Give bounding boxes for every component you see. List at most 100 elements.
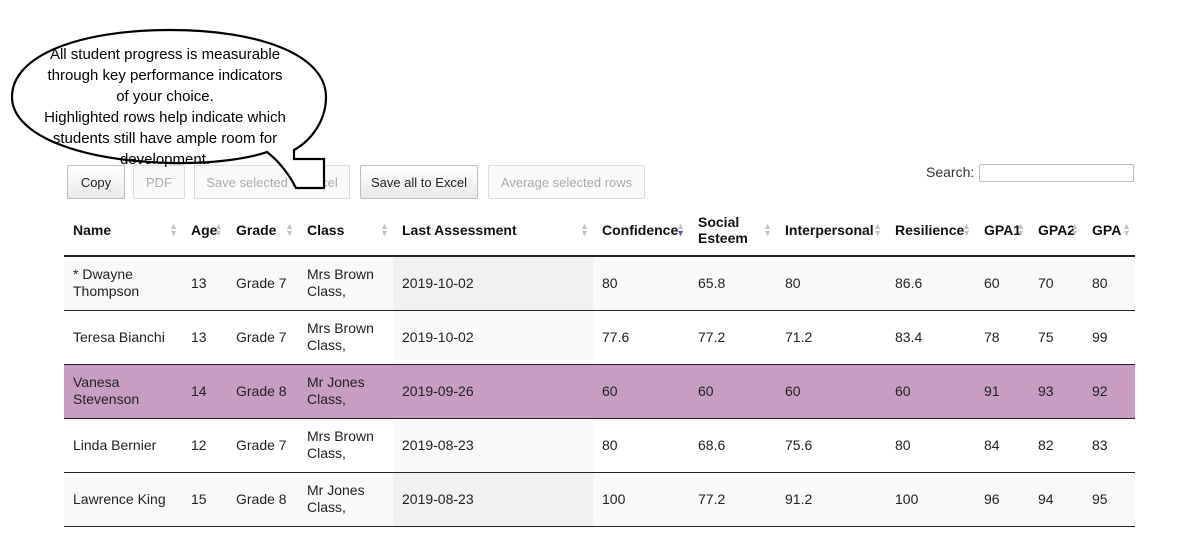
cell-grade: Grade 7 (227, 310, 298, 365)
cell-social-esteem: 77.2 (689, 310, 776, 365)
cell-resilience: 80 (886, 418, 975, 473)
cell-grade: Grade 7 (227, 256, 298, 311)
column-header-class[interactable]: Class ▲ ▼ (298, 205, 393, 257)
cell-class: Mrs Brown Class, (298, 418, 393, 473)
cell-grade: Grade 7 (227, 418, 298, 473)
cell-interpersonal: 80 (776, 256, 886, 311)
cell-interpersonal: 60 (776, 364, 886, 419)
cell-class: Mrs Brown Class, (298, 310, 393, 365)
callout-line: development. (119, 151, 211, 168)
cell-confidence: 100 (593, 472, 689, 527)
search-label: Search: (926, 164, 975, 180)
table-header-row: Name ▲ ▼ Age ▲ ▼ Grade ▲ ▼ Class ▲ ▼ Last Assessment… (64, 205, 1135, 257)
cell-social-esteem: 60 (689, 364, 776, 419)
copy-button[interactable]: Copy (67, 165, 125, 199)
save-selected-excel-button[interactable]: Save selected to Excel (194, 165, 350, 199)
cell-name: * Dwayne Thompson (64, 256, 182, 311)
sort-arrows-icon[interactable]: ▲ ▼ (1016, 221, 1025, 238)
cell-gpa2: 93 (1029, 364, 1083, 419)
column-header-label: GPA1 (984, 222, 1022, 238)
cell-gpa1: 78 (975, 310, 1029, 365)
pdf-button[interactable]: PDF (133, 165, 185, 199)
cell-social-esteem: 65.8 (689, 256, 776, 311)
column-header-label: Confidence (602, 222, 679, 238)
cell-grade: Grade 8 (227, 472, 298, 527)
sort-arrows-icon[interactable]: ▲ ▼ (962, 221, 971, 238)
cell-last-assessment: 2019-08-23 (393, 418, 593, 473)
column-header-label: Class (307, 222, 345, 238)
table-row[interactable]: Linda Bernier 12 Grade 7 Mrs Brown Class, 20… (64, 418, 1135, 473)
cell-last-assessment: 2019-08-23 (393, 472, 593, 527)
cell-resilience: 83.4 (886, 310, 975, 365)
sort-arrows-icon[interactable]: ▲ ▼ (380, 221, 389, 238)
table-row[interactable]: Vanesa Stevenson 14 Grade 8 Mr Jones Class,… (64, 364, 1135, 419)
sort-arrows-icon[interactable]: ▲ ▼ (1070, 221, 1079, 238)
column-header-confidence[interactable]: Confidence ▲ ▼ (593, 205, 689, 257)
table-row[interactable]: * Dwayne Thompson 13 Grade 7 Mrs Brown Clas… (64, 256, 1135, 311)
cell-interpersonal: 75.6 (776, 418, 886, 473)
cell-gpa: 92 (1083, 364, 1135, 419)
cell-class: Mr Jones Class, (298, 364, 393, 419)
callout-line: All student progress is measurable (49, 46, 281, 63)
cell-name: Lawrence King (64, 472, 182, 527)
column-header-gpa2[interactable]: GPA2 ▲ ▼ (1029, 205, 1083, 257)
search-input[interactable] (979, 164, 1134, 182)
sort-arrows-icon[interactable]: ▲ ▼ (676, 221, 685, 238)
cell-gpa1: 91 (975, 364, 1029, 419)
cell-age: 14 (182, 364, 227, 419)
column-header-label: Interpersonal (785, 222, 874, 238)
cell-gpa2: 75 (1029, 310, 1083, 365)
callout-line: students still have ample room for (52, 130, 278, 147)
table-row[interactable]: Teresa Bianchi 13 Grade 7 Mrs Brown Class, 2… (64, 310, 1135, 365)
cell-gpa: 83 (1083, 418, 1135, 473)
table-row[interactable]: Lawrence King 15 Grade 8 Mr Jones Class, 201… (64, 472, 1135, 527)
cell-last-assessment: 2019-09-26 (393, 364, 593, 419)
cell-resilience: 100 (886, 472, 975, 527)
cell-gpa: 99 (1083, 310, 1135, 365)
cell-interpersonal: 71.2 (776, 310, 886, 365)
cell-gpa: 95 (1083, 472, 1135, 527)
column-header-label: Last Assessment (402, 222, 517, 238)
cell-class: Mrs Brown Class, (298, 256, 393, 311)
students-table: Name ▲ ▼ Age ▲ ▼ Grade ▲ ▼ Class ▲ ▼ Last Assessment… (64, 205, 1135, 527)
column-header-label: Social Esteem (698, 214, 748, 246)
column-header-social-esteem[interactable]: Social Esteem ▲ ▼ (689, 205, 776, 257)
column-header-resilience[interactable]: Resilience ▲ ▼ (886, 205, 975, 257)
cell-age: 15 (182, 472, 227, 527)
callout-line: through key performance indicators (47, 67, 283, 84)
sort-arrows-icon[interactable]: ▲ ▼ (285, 221, 294, 238)
cell-last-assessment: 2019-10-02 (393, 310, 593, 365)
column-header-label: Resilience (895, 222, 965, 238)
callout-text: All student progress is measurable throu… (20, 44, 310, 170)
sort-arrows-icon[interactable]: ▲ ▼ (1122, 221, 1131, 238)
column-header-label: Name (73, 222, 112, 238)
cell-age: 13 (182, 310, 227, 365)
cell-confidence: 77.6 (593, 310, 689, 365)
speech-bubble-outline (10, 28, 328, 190)
average-selected-rows-button[interactable]: Average selected rows (488, 165, 645, 199)
column-header-gpa[interactable]: GPA ▲ ▼ (1083, 205, 1135, 257)
column-header-label: Age (191, 222, 218, 238)
cell-age: 12 (182, 418, 227, 473)
column-header-label: Grade (236, 222, 277, 238)
save-all-excel-button[interactable]: Save all to Excel (360, 165, 478, 199)
sort-arrows-icon[interactable]: ▲ ▼ (169, 221, 178, 238)
cell-interpersonal: 91.2 (776, 472, 886, 527)
column-header-label: GPA2 (1038, 222, 1076, 238)
sort-arrows-icon[interactable]: ▲ ▼ (873, 221, 882, 238)
cell-name: Linda Bernier (64, 418, 182, 473)
cell-confidence: 60 (593, 364, 689, 419)
column-header-name[interactable]: Name ▲ ▼ (64, 205, 182, 257)
sort-arrows-icon[interactable]: ▲ ▼ (580, 221, 589, 238)
column-header-interpersonal[interactable]: Interpersonal ▲ ▼ (776, 205, 886, 257)
sort-arrows-icon[interactable]: ▲ ▼ (214, 221, 223, 238)
cell-social-esteem: 77.2 (689, 472, 776, 527)
column-header-age[interactable]: Age ▲ ▼ (182, 205, 227, 257)
sort-arrows-icon[interactable]: ▲ ▼ (763, 221, 772, 238)
column-header-gpa1[interactable]: GPA1 ▲ ▼ (975, 205, 1029, 257)
callout-line: Highlighted rows help indicate which (44, 109, 286, 126)
column-header-last-assessment[interactable]: Last Assessment ▲ ▼ (393, 205, 593, 257)
speech-bubble (10, 28, 328, 190)
column-header-grade[interactable]: Grade ▲ ▼ (227, 205, 298, 257)
cell-class: Mr Jones Class, (298, 472, 393, 527)
